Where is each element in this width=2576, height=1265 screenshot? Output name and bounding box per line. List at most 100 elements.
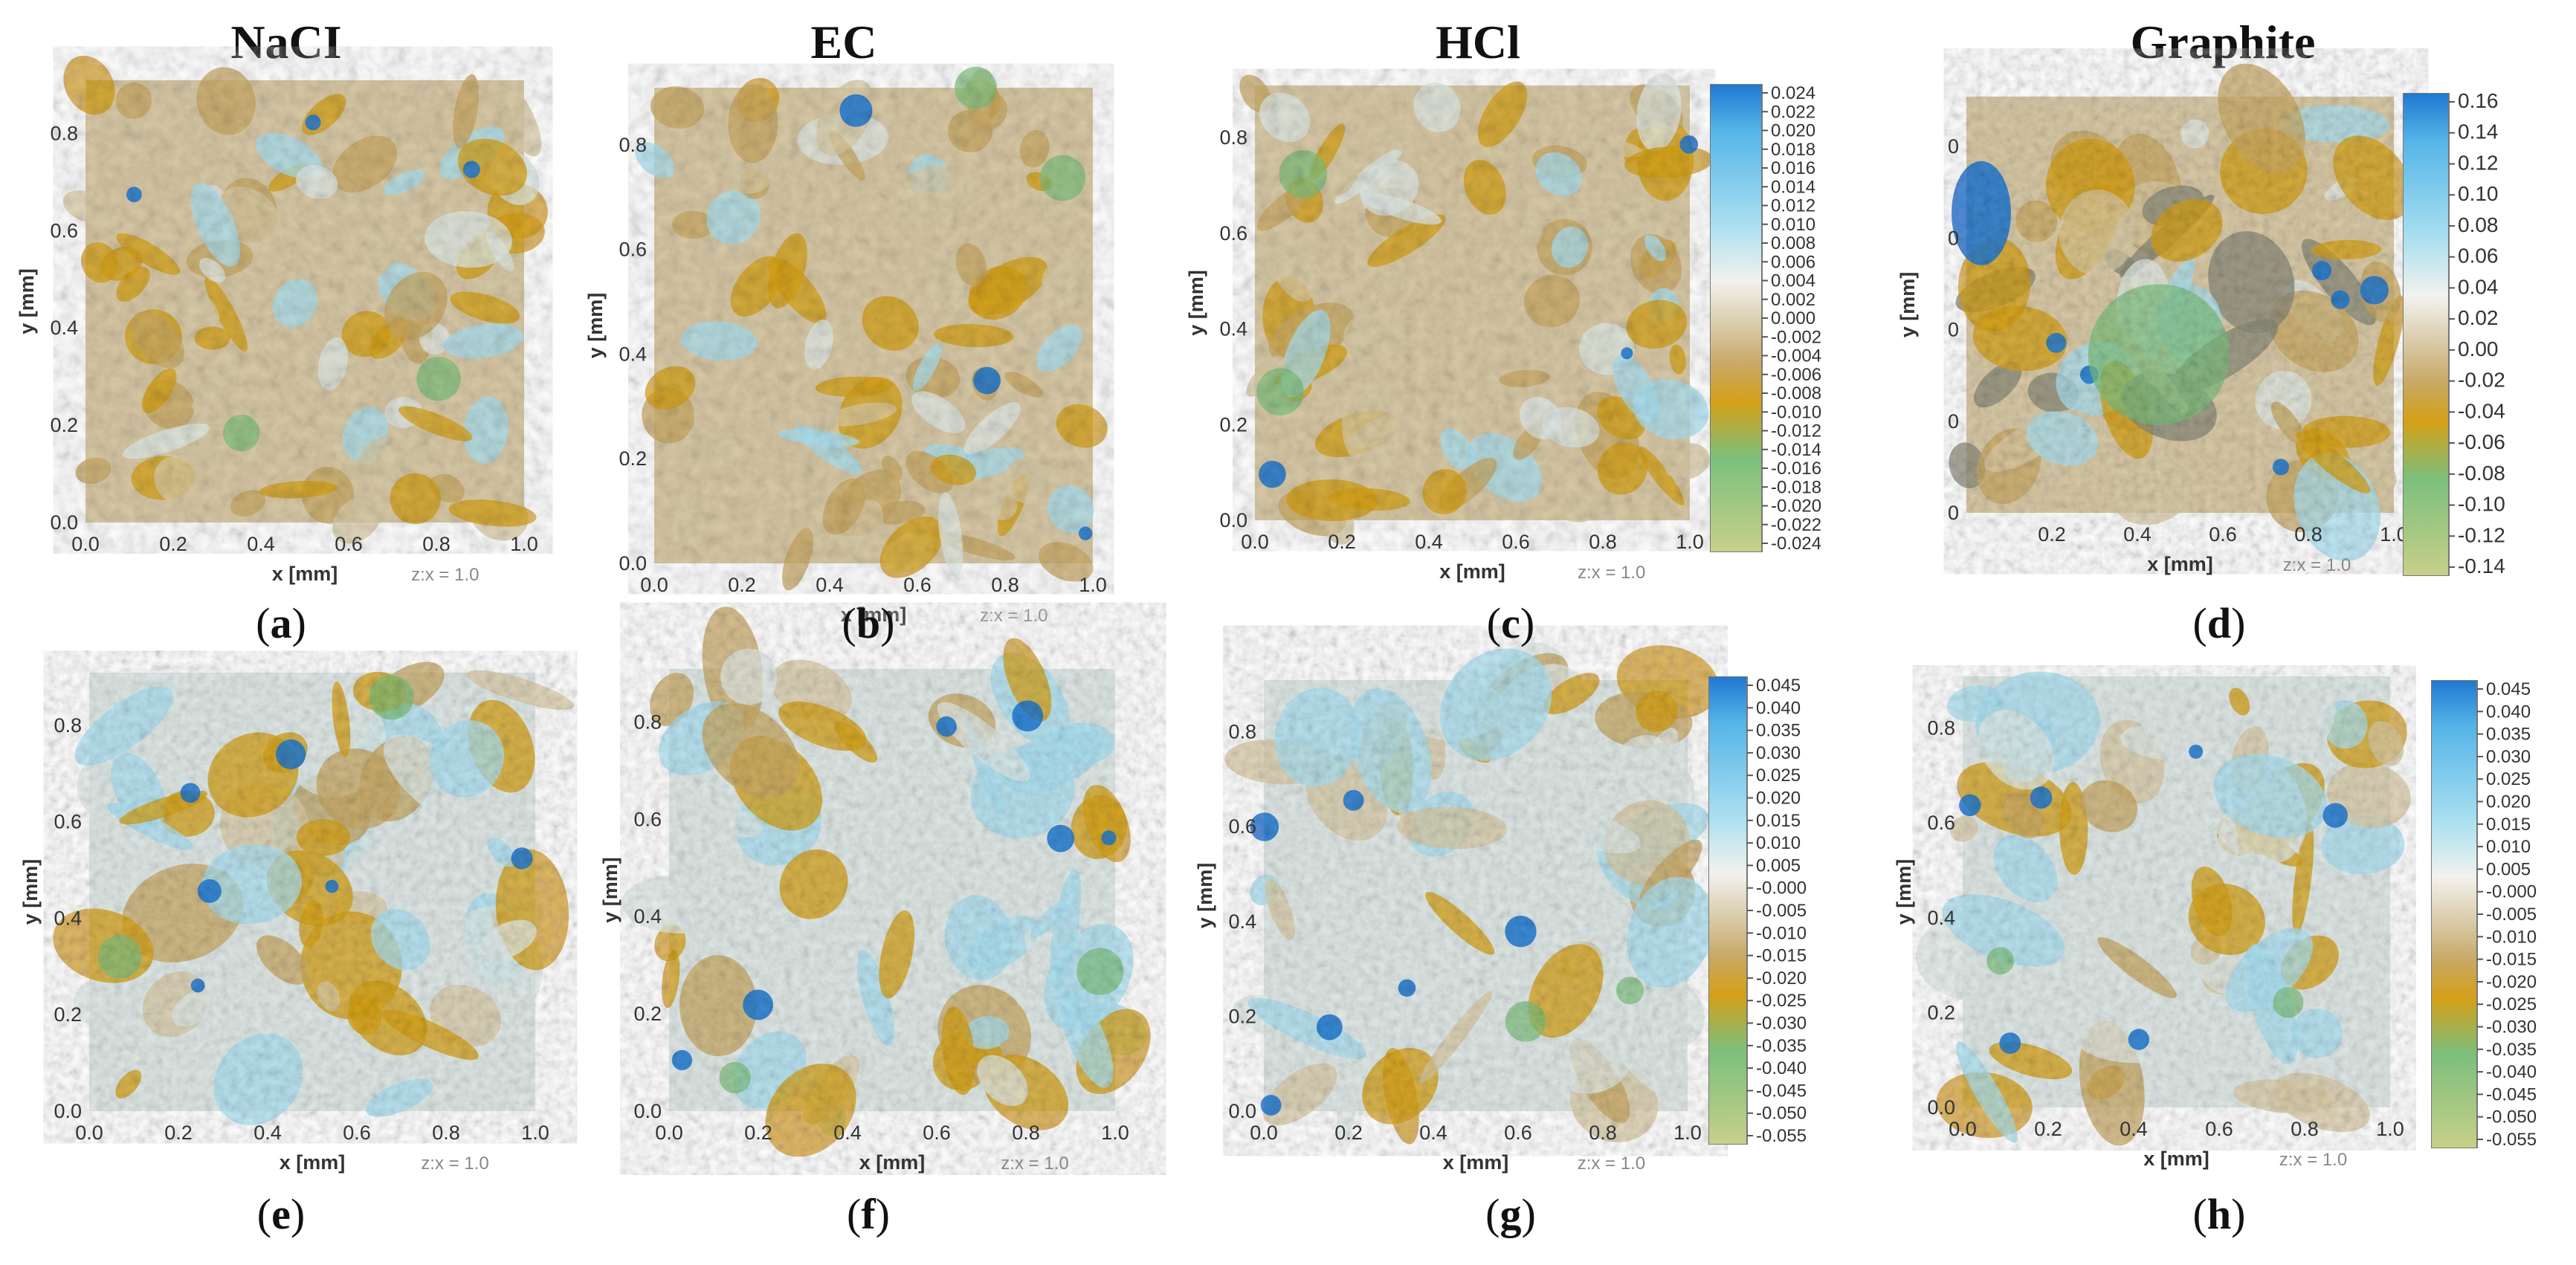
texture-peak [1047,824,1075,852]
texture-patch [621,875,737,934]
texture-patch [879,516,943,578]
colorbar-g: 0.045 0.040 0.035 0.030 0.025 0.020 0.015 0.010… [1708,676,1859,1146]
colorbar-tick-label: 0.000 [1771,308,1815,329]
texture-patch [834,721,877,763]
texture-peak [1260,1095,1282,1116]
texture-patch [862,296,919,351]
texture-peak [2189,744,2204,759]
y-tick-label: 0.2 [1228,1005,1256,1027]
z-scale-label: z:x = 1.0 [980,606,1047,626]
texture-patch [75,457,112,485]
x-tick-label: 1.0 [2376,1118,2404,1140]
y-tick-label: 0.6 [1228,815,1256,838]
subfigure-label-f: (f) [847,1190,890,1238]
texture-patch [1644,981,1705,1048]
texture-patch [131,311,184,369]
texture-patch [317,337,349,391]
y-tick-label: 0.2 [619,447,647,470]
colorbar-tick-label: 0.035 [2486,725,2531,745]
y-tick-label: 0 [1948,227,1959,249]
colorbar-tick-label: -0.008 [1771,384,1821,404]
texture-patch [1669,344,1686,375]
texture-patch [115,1070,142,1099]
x-tick-label: 0.4 [254,1122,282,1144]
surface-map-h: 0.0 0.2 0.4 0.6 0.8 1.0 0.0 0.2 0.4 0.6 0.8 x [mm] z… [1893,671,2411,1170]
texture-patch [1036,324,1082,372]
texture-peak [462,161,480,178]
colorbar-tick-label: 0.010 [1756,833,1801,853]
x-tick-label: 0.6 [2205,1118,2233,1140]
texture-peak [2128,1029,2150,1050]
texture-patch [466,670,574,711]
texture-patch [296,819,351,856]
texture-patch [381,1009,480,1061]
subfigure-label-g: (g) [1485,1190,1536,1238]
texture-patch [463,396,509,464]
texture-patch [987,485,1018,520]
colorbar-tick-label: -0.030 [2486,1017,2537,1038]
texture-patch [1552,226,1589,268]
colorbar-tick-label: 0.12 [2458,152,2499,175]
x-tick-label: 0.6 [2209,523,2237,546]
texture-patch [1343,311,1404,360]
texture-patch [1042,258,1091,307]
surface-texture-f: 0.0 0.2 0.4 0.6 0.8 1.0 0.0 0.2 0.4 0.6 0.8 x [mm] z… [599,606,1151,1174]
colorbar-tick-label: 0.015 [2486,815,2531,835]
texture-patch [1047,722,1115,766]
x-tick-label: 0.8 [2294,523,2322,546]
colorbar-tick-label: -0.08 [2458,462,2505,485]
x-tick-label: 0.2 [744,1122,772,1144]
y-axis-label: y [mm] [19,859,42,925]
z-scale-label: z:x = 1.0 [2283,555,2351,575]
colorbar-tick-label: 0.022 [1771,102,1815,122]
x-tick-label: 1.0 [521,1122,549,1144]
x-tick-label: 0.8 [422,533,451,555]
texture-patch [1247,997,1366,1059]
x-tick-label: 0.6 [335,533,363,555]
texture-patch [450,291,520,324]
y-tick-label: 0.4 [633,905,662,928]
texture-patch [256,935,309,985]
texture-patch [1265,224,1316,302]
texture-peak [2331,290,2350,309]
texture-patch [765,1063,856,1157]
colorbar-tick-label: 0.035 [1756,721,1801,741]
surface-map-c: 0.0 0.2 0.4 0.6 0.8 1.0 0.0 0.2 0.4 0.6 0.8 x [mm] z… [1185,73,1714,583]
texture-patch [2059,190,2135,276]
texture-patch [2254,685,2336,768]
y-axis-label: y [mm] [1194,863,1216,929]
x-tick-label: 0.8 [1589,1122,1617,1144]
texture-patch [2368,721,2404,766]
texture-patch [2151,198,2223,262]
surface-texture-c: 0.0 0.2 0.4 0.6 0.8 1.0 0.0 0.2 0.4 0.6 0.8 x [mm] z… [1185,73,1714,583]
y-tick-label: 0.8 [633,711,662,733]
z-scale-label: z:x = 1.0 [1578,1154,1645,1174]
y-tick-label: 0.4 [1219,318,1247,340]
subfigure-label-e: (e) [256,1190,306,1238]
texture-valley [1256,368,1304,415]
y-tick-label: 0.0 [1228,1100,1256,1122]
texture-patch [650,673,694,726]
x-axis-label: x [mm] [272,563,338,585]
texture-patch [1535,152,1582,196]
texture-patch [1422,469,1467,514]
y-tick-label: 0.8 [619,134,647,156]
x-tick-label: 0.0 [640,574,668,596]
texture-patch [331,182,361,213]
x-tick-label: 1.0 [1673,1122,1702,1144]
texture-peak [2030,786,2053,809]
texture-patch [963,402,1021,455]
x-tick-label: 0.8 [432,1122,460,1144]
texture-peak [2312,261,2332,281]
x-tick-label: 0.2 [2038,523,2066,546]
y-tick-label: 0 [1948,410,1959,433]
texture-valley [955,66,997,109]
texture-patch [365,1078,433,1117]
texture-peak [1317,1014,1343,1041]
x-tick-label: 1.0 [1101,1122,1129,1144]
colorbar-tick-label: 0.030 [2486,747,2531,767]
y-axis-label: y [mm] [1897,272,1919,338]
texture-patch [1542,809,1642,854]
texture-peak [1398,979,1416,997]
texture-peak [126,187,142,203]
